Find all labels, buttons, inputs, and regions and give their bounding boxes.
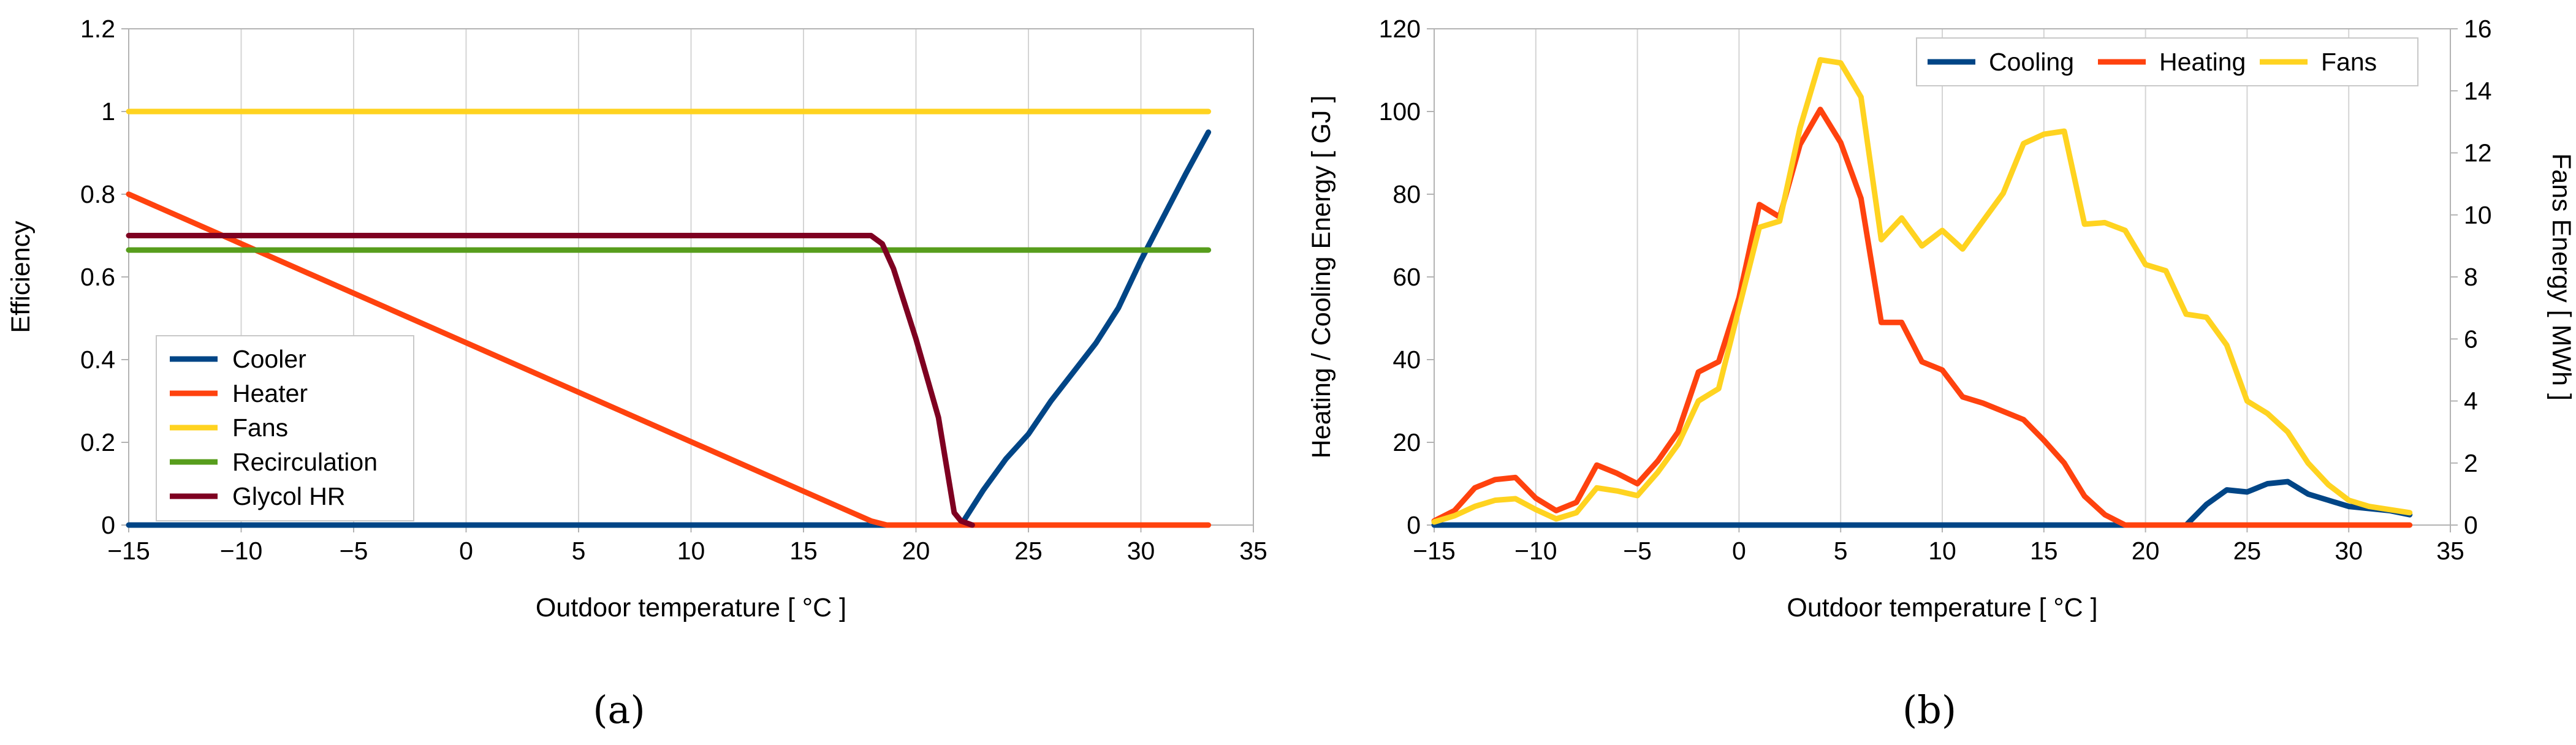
series-line-glycol-hr [126,233,975,528]
series-line-cooling [1431,478,2413,528]
y-tick-label: 120 [1379,15,1421,43]
y-tick-label: 100 [1379,97,1421,126]
x-tick-label: 0 [459,537,473,565]
x-tick-label: −5 [340,537,368,565]
series-line-fans [1431,57,2413,525]
legend-label-cooling: Cooling [1989,48,2074,76]
y-tick-label: 60 [1392,263,1421,291]
series-lines [126,108,1212,528]
y-tick-label: 1.2 [80,15,115,43]
y-tick-label: 0.2 [80,428,115,456]
x-tick-label: 35 [1239,537,1267,565]
x-tick-label: 20 [902,537,930,565]
y-tick-label: 0.6 [80,263,115,291]
x-tick-label: 10 [1928,537,1956,565]
legend: Cooling Heating Fans [1916,37,2418,86]
x-tick-label: 25 [1014,537,1043,565]
y2-tick-label: 6 [2464,325,2478,353]
x-tick-label: 20 [2132,537,2160,565]
series-line-cooler [126,129,1212,528]
x-tick-label: 30 [1127,537,1155,565]
y2-tick-label: 16 [2464,15,2492,43]
tick-labels: −15 −10 −5 0 5 10 15 20 25 30 35020406080100120024… [1379,15,2492,565]
legend-box [1916,37,2418,86]
secondary-y-axis-title: Fans Energy [ MWh ] [2547,153,2576,401]
y-tick-label: 0.4 [80,346,115,374]
x-tick-label: −10 [1514,537,1557,565]
panel-label: (a) [593,687,645,732]
legend-label-recirculation: Recirculation [232,448,378,476]
legend-label-heating: Heating [2159,48,2246,76]
y-tick-label: 0 [101,511,115,539]
y2-tick-label: 2 [2464,449,2478,477]
legend-label-glycol-hr: Glycol HR [232,482,346,510]
y-tick-label: 1 [101,97,115,126]
legend-label-heater: Heater [232,379,308,407]
legend-label-cooler: Cooler [232,345,306,373]
y-tick-label: 0.8 [80,180,115,208]
x-tick-label: −10 [220,537,263,565]
y-axis-title: Efficiency [6,221,36,333]
x-tick-label: 0 [1732,537,1746,565]
x-tick-label: 5 [572,537,586,565]
x-tick-label: 15 [789,537,818,565]
y2-tick-label: 14 [2464,77,2492,105]
x-tick-label: 35 [2436,537,2464,565]
panel-label: (b) [1902,687,1956,732]
y2-tick-label: 10 [2464,201,2492,229]
y2-tick-label: 4 [2464,387,2478,415]
y-axis-title: Heating / Cooling Energy [ GJ ] [1307,96,1336,459]
y-tick-label: 80 [1392,180,1421,208]
x-axis-title: Outdoor temperature [ °C ] [1787,593,2097,622]
series-line-heating [1431,107,2413,528]
x-tick-label: 10 [677,537,705,565]
x-tick-label: 15 [2030,537,2058,565]
chart-panel-a: −15 −10 −5 0 5 10 15 20 25 30 3500.20.40.60.811.2 … [6,15,1267,732]
series-line-heater [126,191,1212,528]
y-tick-label: 20 [1392,428,1421,456]
x-tick-label: −15 [107,537,150,565]
x-axis-title: Outdoor temperature [ °C ] [536,593,846,622]
x-tick-label: 25 [2233,537,2262,565]
x-tick-label: 5 [1834,537,1848,565]
x-tick-label: −5 [1623,537,1652,565]
y2-tick-label: 8 [2464,263,2478,291]
x-tick-label: 30 [2335,537,2363,565]
legend-label-fans: Fans [232,414,288,442]
y-tick-label: 0 [1407,511,1421,539]
y2-tick-label: 0 [2464,511,2478,539]
tick-labels: −15 −10 −5 0 5 10 15 20 25 30 35 0 0.2 0.4 0.6 0.8 1 1.2 [80,15,1267,565]
series-lines [1431,57,2413,528]
legend-label-fans: Fans [2321,48,2377,76]
y-tick-label: 40 [1392,346,1421,374]
chart-panel-b: −15 −10 −5 0 5 10 15 20 25 30 35020406080100120024… [1307,15,2576,732]
x-tick-label: −15 [1413,537,1456,565]
y2-tick-label: 12 [2464,139,2492,167]
legend: Cooler Heater Fans Recirculation Glycol HR [156,335,414,521]
